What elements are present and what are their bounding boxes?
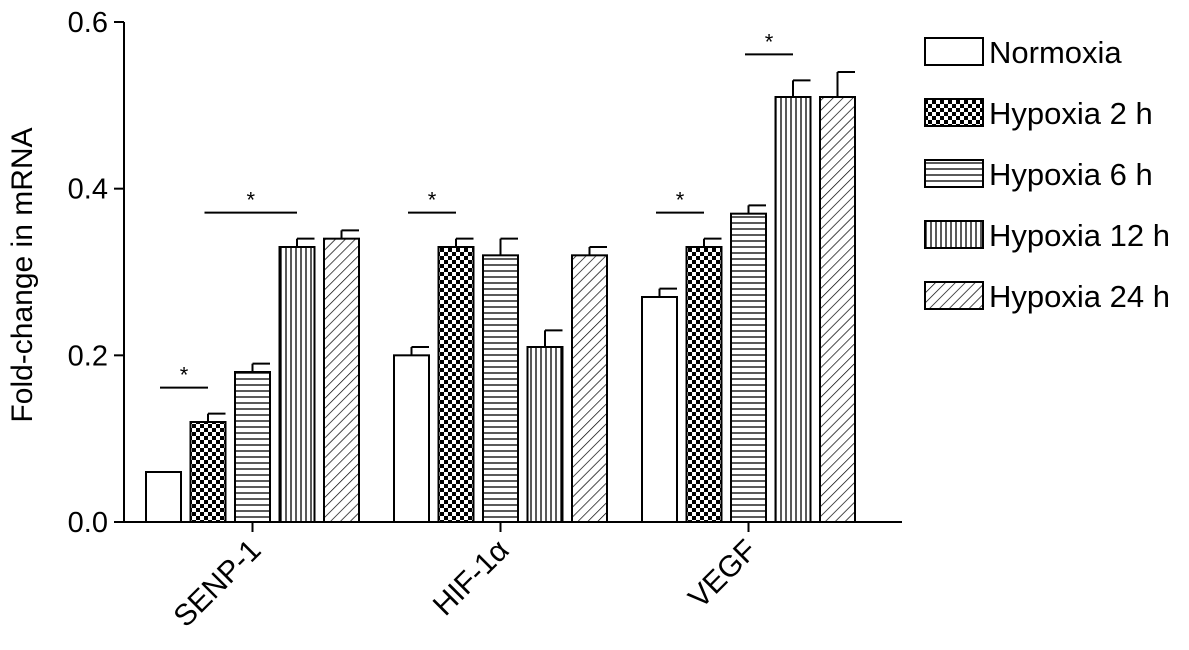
bar <box>145 471 182 523</box>
legend-label: Hypoxia 24 h <box>989 279 1170 314</box>
bars <box>145 71 856 524</box>
bar <box>819 96 856 523</box>
bar <box>641 296 678 523</box>
legend-label: Hypoxia 2 h <box>989 96 1153 131</box>
bar <box>393 354 430 524</box>
legend-swatch <box>924 220 984 249</box>
x-tick-label: VEGF <box>682 534 763 615</box>
bar <box>278 246 316 523</box>
legend-swatch <box>924 98 984 127</box>
bar <box>685 246 723 523</box>
legend-swatch <box>924 159 984 188</box>
legend-label: Hypoxia 6 h <box>989 157 1153 192</box>
bar <box>189 421 227 523</box>
bar <box>437 246 475 523</box>
bar <box>323 237 360 524</box>
significance-asterisk: * <box>428 188 437 213</box>
y-tick-label: 0.4 <box>68 174 108 206</box>
legend: Normoxia Hypoxia 2 h Hypoxia 6 h Hypoxia 12… <box>924 35 1170 314</box>
legend-label: Normoxia <box>989 35 1122 70</box>
legend-label: Hypoxia 12 h <box>989 218 1170 253</box>
y-tick-label: 0.2 <box>68 340 108 372</box>
y-axis-label: Fold-change in mRNA <box>6 127 39 422</box>
significance-asterisk: * <box>246 188 255 213</box>
x-tick-label: SENP-1 <box>167 534 267 634</box>
legend-swatch <box>924 37 984 66</box>
significance-asterisk: * <box>765 29 774 54</box>
significance-asterisk: * <box>676 188 685 213</box>
legend-swatch <box>924 281 984 310</box>
bar <box>234 371 271 523</box>
y-tick-label: 0.6 <box>68 7 108 39</box>
bar <box>526 346 564 523</box>
bar <box>571 254 608 523</box>
y-tick-label: 0.0 <box>68 507 108 539</box>
x-tick-label: HIF-1α <box>427 534 516 623</box>
significance-markers: * * * * * <box>160 29 793 389</box>
bar <box>482 254 519 523</box>
bar <box>774 96 812 523</box>
bar <box>730 212 767 524</box>
significance-asterisk: * <box>180 363 189 388</box>
